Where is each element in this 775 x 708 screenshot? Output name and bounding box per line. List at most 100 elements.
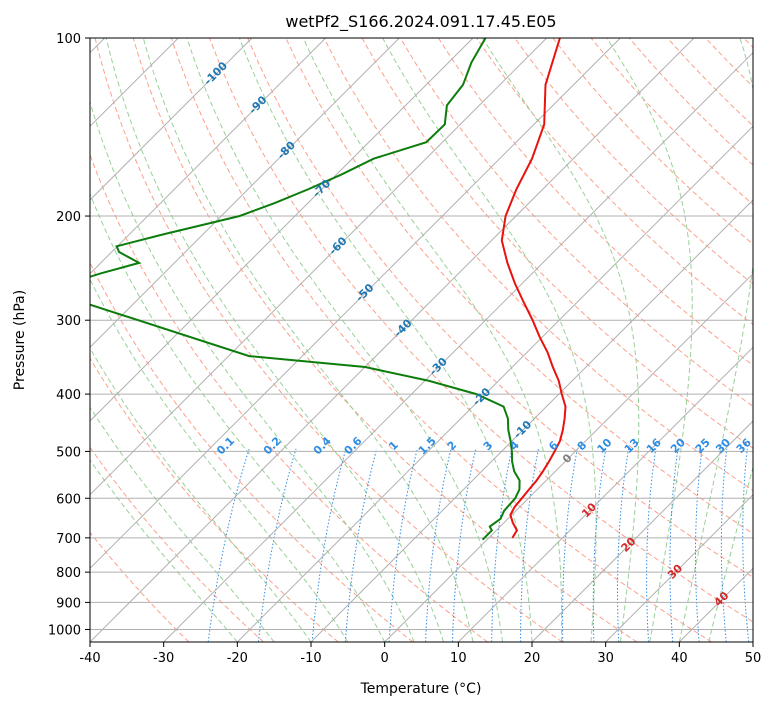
dry-adiabat <box>94 38 563 642</box>
moist-adiabat <box>142 38 474 642</box>
isotherm-gridline <box>384 272 753 642</box>
skewed-isotherms <box>90 38 753 642</box>
dry-adiabat <box>705 38 753 88</box>
dry-adiabat <box>90 357 339 642</box>
dry-adiabat <box>209 38 753 623</box>
dry-adiabat <box>437 38 753 366</box>
mixing-ratio-line <box>646 448 657 642</box>
isotherm-label: -20 <box>470 385 493 408</box>
mixing-ratio-line <box>742 448 750 642</box>
moist-adiabat <box>238 38 533 642</box>
isotherm-gridline <box>310 199 753 642</box>
dry-adiabat <box>90 261 414 642</box>
y-tick-label: 500 <box>56 445 81 460</box>
dry-adiabat <box>323 38 753 492</box>
x-tick-label: -10 <box>300 651 321 666</box>
moist-adiabat <box>186 38 503 642</box>
moist-adiabat <box>90 459 238 642</box>
x-axis: -40 -30 -20 -10 0 10 20 30 40 50 <box>79 642 761 666</box>
dry-adiabat <box>590 38 753 206</box>
mixing-ratio-line <box>451 448 477 642</box>
moist-adiabat <box>606 38 693 642</box>
mixing-ratio-line <box>207 448 250 642</box>
mixing-ratio-lines <box>207 448 771 642</box>
moist-adiabat <box>90 100 415 642</box>
moist-adiabats <box>90 38 753 642</box>
isotherm-gridline <box>678 567 753 642</box>
mixing-ratio-label: 30 <box>713 436 733 456</box>
y-axis-label: Pressure (hPa) <box>12 290 28 390</box>
mixing-ratio-label: 36 <box>734 436 754 456</box>
isotherm-gridline <box>752 641 753 642</box>
moist-adiabat <box>678 38 753 642</box>
dry-adiabat <box>170 38 712 642</box>
profile-line <box>90 38 521 541</box>
isotherm-label: -30 <box>427 355 450 378</box>
moist-adiabat <box>708 465 753 642</box>
mixing-ratio-label: 1.5 <box>416 434 439 457</box>
moist-adiabat <box>382 38 597 642</box>
isotherm-gridline <box>90 38 253 201</box>
mixing-ratio-line <box>520 448 539 642</box>
mixing-ratio-line <box>344 448 378 642</box>
dry-adiabat <box>667 38 753 127</box>
isotherm-gridline <box>605 493 753 642</box>
isotherm-gridline <box>457 346 753 642</box>
dry-adiabat <box>132 38 638 642</box>
y-tick-label: 300 <box>56 314 81 329</box>
y-tick-label: 400 <box>56 388 81 403</box>
isotherm-gridline <box>163 51 753 642</box>
x-tick-label: 10 <box>450 651 467 666</box>
x-tick-label: 0 <box>381 651 389 666</box>
dry-adiabat <box>514 38 753 285</box>
moist-adiabat <box>90 192 386 642</box>
plot-frame <box>89 37 754 643</box>
y-tick-label: 100 <box>56 32 81 47</box>
y-tick-label: 900 <box>56 596 81 611</box>
dry-adiabat <box>399 38 753 408</box>
x-tick-label: 50 <box>745 651 762 666</box>
moist-adiabat <box>90 278 349 642</box>
mixing-ratio-label: 0.2 <box>261 434 284 457</box>
y-tick-label: 200 <box>56 210 81 225</box>
x-tick-label: 40 <box>671 651 688 666</box>
x-tick-label: -30 <box>153 651 174 666</box>
isotherm-gridline <box>90 38 474 422</box>
mixing-ratio-line <box>720 448 728 642</box>
mixing-ratio-line <box>257 448 297 642</box>
isotherm-gridline <box>90 38 327 275</box>
mixing-ratio-line <box>764 449 771 642</box>
isotherm-gridline <box>531 420 753 642</box>
x-tick-label: -20 <box>227 651 248 666</box>
mixing-ratio-line <box>669 448 679 642</box>
moist-adiabat <box>90 406 275 642</box>
x-tick-label: -40 <box>79 651 100 666</box>
y-axis: 100 200 300 400 500 600 700 800 900 1000 <box>48 32 90 638</box>
moist-adiabat <box>302 38 563 642</box>
dry-adiabat <box>90 446 264 642</box>
moist-adiabat <box>90 347 312 642</box>
mixing-ratio-line <box>425 448 452 642</box>
isotherm-gridline <box>90 38 621 570</box>
dry-adiabat <box>247 38 753 578</box>
moist-adiabat <box>105 38 445 642</box>
isotherm-gridline <box>236 125 753 642</box>
plot-area: -100-90-80-70-60-50-40-30-20-1000.1 0.2 0.… <box>90 38 771 642</box>
dry-adiabat <box>90 153 488 642</box>
isotherm-gridline <box>90 38 695 642</box>
y-tick-label: 700 <box>56 532 81 547</box>
dry-adiabat <box>90 531 190 642</box>
mixing-ratio-line <box>311 448 347 642</box>
profile-series <box>90 38 567 541</box>
overlay-labels: -100-90-80-70-60-50-40-30-20-1000.1 0.2 0.… <box>201 59 754 609</box>
mixing-ratio-line <box>491 448 513 642</box>
dry-adiabat <box>743 38 753 49</box>
dry-adiabat <box>361 38 753 449</box>
y-tick-label: 800 <box>56 566 81 581</box>
isotherm-label: -10 <box>511 418 534 441</box>
y-tick-label: 600 <box>56 492 81 507</box>
x-tick-label: 20 <box>524 651 541 666</box>
isotherm-gridline <box>90 38 548 496</box>
x-axis-label: Temperature (°C) <box>360 681 482 697</box>
mixing-ratio-label: 20 <box>668 436 688 456</box>
